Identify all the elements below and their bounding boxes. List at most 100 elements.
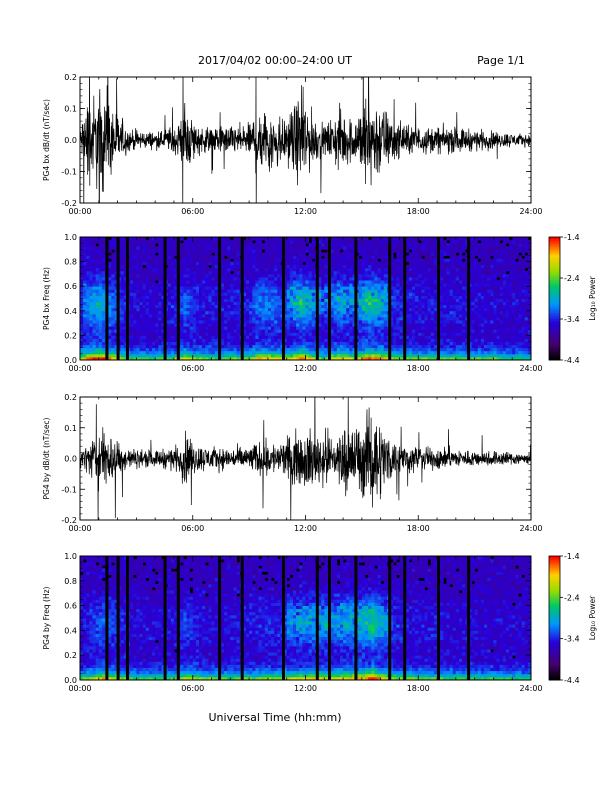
spectrogram-cell <box>161 344 165 349</box>
spectrogram-cell <box>199 356 203 361</box>
spectrogram-cell <box>412 243 416 247</box>
spectrogram-cell <box>430 335 435 339</box>
spectrogram-cell <box>443 310 447 315</box>
spectrogram-cell <box>380 335 385 339</box>
spectrogram-cell <box>170 264 175 269</box>
spectrogram-cell <box>199 301 203 306</box>
spectrogram-cell <box>189 292 194 296</box>
spectrogram-cell <box>296 356 300 361</box>
spectrogram-cell <box>346 252 350 256</box>
spectrogram-cell <box>130 356 134 361</box>
spectrogram-cell <box>390 326 394 330</box>
spectrogram-cell <box>205 323 209 327</box>
spectrogram-cell <box>418 289 422 293</box>
spectrogram-cell <box>340 307 344 312</box>
spectrogram-cell <box>455 255 460 259</box>
spectrogram-cell <box>236 295 241 299</box>
spectrogram-cell <box>427 347 432 352</box>
spectrogram-cell <box>286 249 291 253</box>
spectrogram-cell <box>227 267 231 272</box>
spectrogram-cell <box>95 307 100 312</box>
spectrogram-cell <box>155 347 159 352</box>
spectrogram-cell <box>224 258 228 262</box>
spectrogram-cell <box>462 304 466 309</box>
spectrogram-cell <box>371 323 375 327</box>
spectrogram-cell <box>412 313 416 318</box>
spectrogram-cell <box>405 273 410 278</box>
spectrogram-cell <box>230 280 234 284</box>
spectrogram-cell <box>299 313 303 318</box>
spectrogram-cell <box>427 326 432 330</box>
spectrogram-cell <box>424 273 428 278</box>
spectrogram-cell <box>167 295 172 299</box>
spectrogram-cell <box>286 277 291 281</box>
spectrogram-cell <box>433 258 438 262</box>
spectrogram-cell <box>293 338 297 342</box>
spectrogram-cell <box>271 258 275 262</box>
spectrogram-cell <box>80 240 84 244</box>
spectrogram-cell <box>390 313 394 318</box>
spectrogram-cell <box>189 270 194 275</box>
spectrogram-cell <box>336 332 341 336</box>
spectrogram-cell <box>380 237 385 241</box>
spectrogram-cell <box>264 270 269 275</box>
spectrogram-cell <box>170 316 175 321</box>
spectrogram-cell <box>330 335 335 339</box>
spectrogram-cell <box>352 320 356 324</box>
spectrogram-cell <box>230 313 234 318</box>
spectrogram-cell <box>377 267 381 272</box>
spectrogram-cell <box>427 356 432 361</box>
spectrogram-cell <box>462 341 466 346</box>
spectrogram-cell <box>133 323 137 327</box>
spectrogram-cell <box>293 264 297 269</box>
spectrogram-cell <box>80 344 84 349</box>
spectrogram-cell <box>283 252 288 256</box>
spectrogram-cell <box>180 270 184 275</box>
spectrogram-cell <box>399 252 403 256</box>
spectrogram-cell <box>224 344 228 349</box>
spectrogram-cell <box>120 292 125 296</box>
spectrogram-cell <box>346 273 350 278</box>
spectrogram-cell <box>199 249 203 253</box>
spectrogram-cell <box>371 237 375 241</box>
spectrogram-cell <box>424 295 428 299</box>
spectrogram-cell <box>86 237 90 241</box>
spectrogram-cell <box>183 258 187 262</box>
spectrogram-cell <box>440 310 444 315</box>
spectrogram-cell <box>123 292 128 296</box>
spectrogram-cell <box>274 353 278 358</box>
spectrogram-cell <box>236 329 241 333</box>
spectrogram-cell <box>449 277 454 281</box>
spectrogram-cell <box>352 283 356 287</box>
spectrogram-cell <box>283 289 288 293</box>
spectrogram-cell <box>267 252 272 256</box>
spectrogram-cell <box>242 344 247 349</box>
spectrogram-cell <box>246 316 250 321</box>
spectrogram-cell <box>277 304 281 309</box>
spectrogram-cell <box>340 237 344 241</box>
spectrogram-cell <box>155 283 159 287</box>
spectrogram-cell <box>459 344 463 349</box>
spectrogram-cell <box>393 341 397 346</box>
spectrogram-cell <box>286 283 291 287</box>
spectrogram-cell <box>152 347 156 352</box>
spectrogram-cell <box>393 292 397 296</box>
spectrogram-cell <box>446 332 450 336</box>
spectrogram-cell <box>252 313 256 318</box>
spectrogram-cell <box>252 289 256 293</box>
spectrogram-cell <box>371 246 375 250</box>
spectrogram-cell <box>192 320 197 324</box>
spectrogram-cell <box>227 258 231 262</box>
spectrogram-cell <box>415 243 419 247</box>
spectrogram-cell <box>340 261 344 266</box>
spectrogram-cell <box>427 338 432 342</box>
spectrogram-cell <box>255 258 259 262</box>
spectrogram-cell <box>430 304 435 309</box>
spectrogram-cell <box>333 295 338 299</box>
spectrogram-cell <box>202 292 206 296</box>
spectrogram-cell <box>214 350 219 355</box>
spectrogram-cell <box>199 350 203 355</box>
spectrogram-cell <box>430 323 435 327</box>
spectrogram-cell <box>261 338 266 342</box>
spectrogram-cell <box>192 295 197 299</box>
